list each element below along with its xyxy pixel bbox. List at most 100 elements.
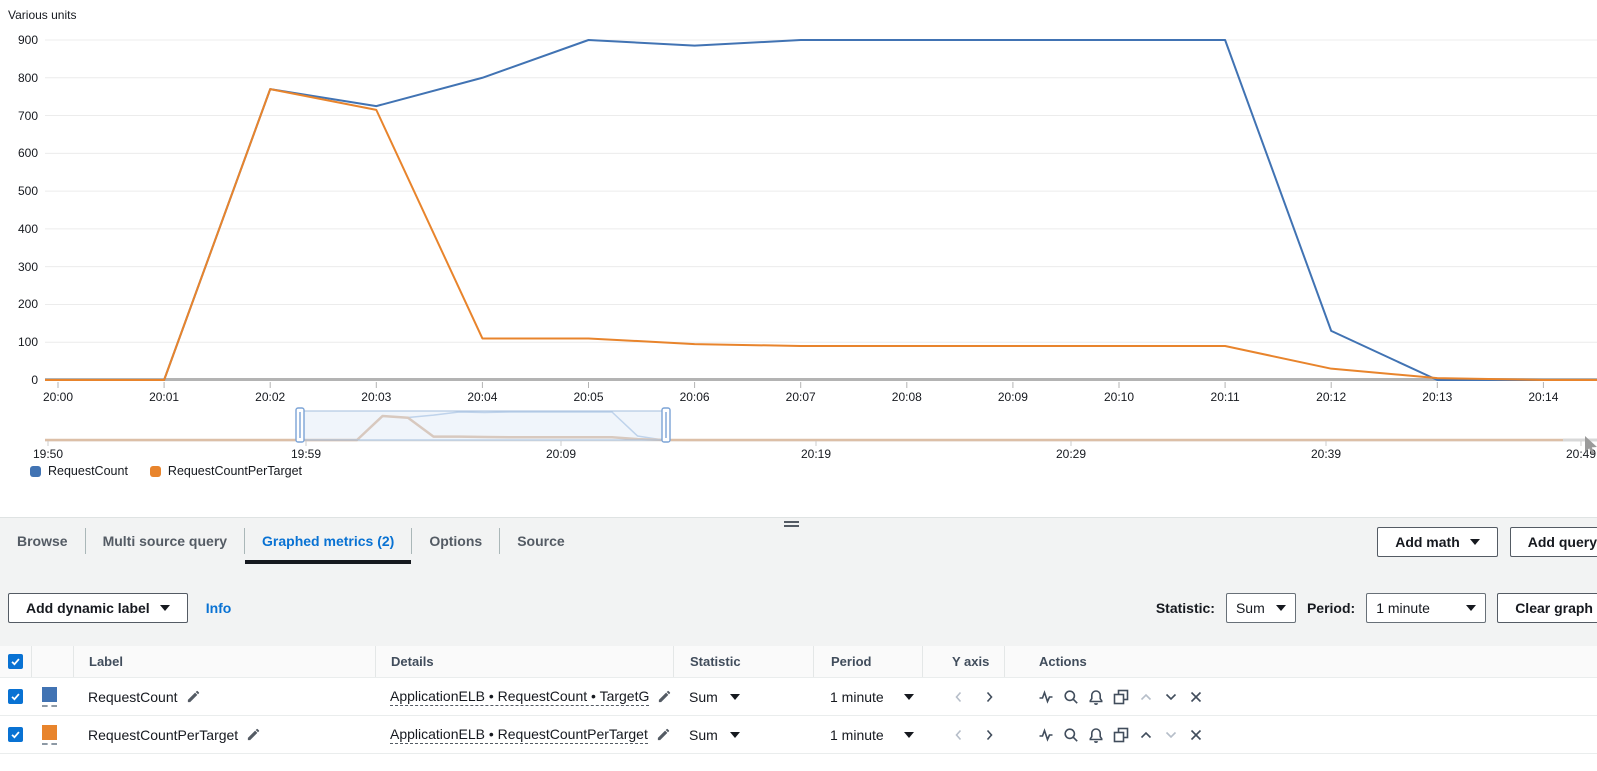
y-axis-tick-label: 600 — [0, 146, 38, 160]
graphed-metrics-table: Label Details Statistic Period Y axis Ac… — [0, 646, 1597, 771]
add-query-label: Add query — [1528, 534, 1597, 550]
x-axis-tick-label: 20:09 — [998, 390, 1028, 404]
metric-details-link[interactable]: ApplicationELB • RequestCount • TargetG — [390, 688, 649, 706]
statistic-value: Sum — [689, 727, 718, 743]
y-axis-left-button[interactable] — [951, 689, 967, 705]
clear-graph-button[interactable]: Clear graph — [1497, 593, 1597, 623]
metric-row: RequestCount ApplicationELB • RequestCou… — [0, 678, 1597, 716]
panel-tabs-row: Browse Multi source query Graphed metric… — [0, 518, 1597, 564]
search-icon[interactable] — [1063, 727, 1079, 743]
move-down-icon[interactable] — [1163, 689, 1179, 705]
brush-tick-label: 19:59 — [291, 447, 321, 461]
legend-label: RequestCountPerTarget — [168, 464, 302, 478]
period-value: 1 minute — [830, 689, 884, 705]
tab-browse[interactable]: Browse — [0, 518, 85, 564]
sparkline-icon[interactable] — [1038, 727, 1054, 743]
row-actions — [1004, 678, 1597, 715]
tab-options[interactable]: Options — [412, 518, 499, 564]
y-axis-left-button[interactable] — [951, 727, 967, 743]
edit-details-icon[interactable] — [657, 689, 672, 704]
legend-item[interactable]: RequestCountPerTarget — [150, 464, 302, 478]
statistic-value: Sum — [689, 689, 718, 705]
row-checkbox[interactable] — [8, 689, 23, 704]
sparkline-icon[interactable] — [1038, 689, 1054, 705]
duplicate-icon[interactable] — [1113, 689, 1129, 705]
y-axis-tick-label: 700 — [0, 109, 38, 123]
move-down-icon[interactable] — [1163, 727, 1179, 743]
chart-legend: RequestCount RequestCountPerTarget — [30, 464, 302, 478]
legend-swatch-icon — [150, 466, 161, 477]
duplicate-icon[interactable] — [1113, 727, 1129, 743]
tab-multi-source-query[interactable]: Multi source query — [86, 518, 244, 564]
statistic-dropdown[interactable]: Sum — [673, 678, 813, 715]
metrics-chart-section: Various units 01002003004005006007008009… — [0, 0, 1597, 517]
edit-label-icon[interactable] — [246, 727, 261, 742]
brush-tick-label: 19:50 — [33, 447, 63, 461]
color-swatch[interactable] — [42, 687, 57, 707]
remove-icon[interactable] — [1188, 727, 1204, 743]
alarm-icon[interactable] — [1088, 689, 1104, 705]
x-axis-tick-label: 20:03 — [361, 390, 391, 404]
x-axis-tick-label: 20:12 — [1316, 390, 1346, 404]
timeseries-chart-canvas[interactable] — [0, 0, 1597, 517]
alarm-icon[interactable] — [1088, 727, 1104, 743]
tab-source[interactable]: Source — [500, 518, 581, 564]
metrics-toolbar: Add dynamic label Info Statistic: Sum Pe… — [8, 590, 1597, 626]
legend-item[interactable]: RequestCount — [30, 464, 128, 478]
tab-graphed-metrics[interactable]: Graphed metrics (2) — [245, 518, 411, 564]
period-dropdown[interactable]: 1 minute — [813, 716, 922, 753]
period-value: 1 minute — [830, 727, 884, 743]
y-axis-controls — [922, 716, 1004, 753]
info-link[interactable]: Info — [206, 600, 232, 616]
check-icon — [10, 729, 21, 740]
header-period: Period — [813, 646, 922, 677]
table-header-row: Label Details Statistic Period Y axis Ac… — [0, 646, 1597, 678]
period-dropdown[interactable]: 1 minute — [813, 678, 922, 715]
chevron-down-icon — [1470, 539, 1480, 545]
brush-tick-label: 20:29 — [1056, 447, 1086, 461]
color-swatch[interactable] — [42, 725, 57, 745]
add-math-button[interactable]: Add math — [1377, 527, 1498, 557]
y-axis-right-button[interactable] — [981, 727, 997, 743]
chevron-down-icon — [730, 732, 740, 738]
add-math-label: Add math — [1395, 534, 1460, 550]
x-axis-tick-label: 20:11 — [1211, 390, 1240, 404]
mouse-cursor-icon — [1585, 436, 1597, 457]
y-axis-controls — [922, 678, 1004, 715]
move-up-icon[interactable] — [1138, 689, 1154, 705]
y-axis-tick-label: 400 — [0, 222, 38, 236]
y-axis-tick-label: 300 — [0, 260, 38, 274]
x-axis-tick-label: 20:07 — [786, 390, 816, 404]
chevron-down-icon — [904, 732, 914, 738]
edit-details-icon[interactable] — [656, 727, 671, 742]
x-axis-tick-label: 20:14 — [1528, 390, 1558, 404]
add-dynamic-label-button[interactable]: Add dynamic label — [8, 593, 188, 623]
toolbar-right-controls: Statistic: Sum Period: 1 minute Clear gr… — [1156, 593, 1597, 623]
header-y-axis: Y axis — [922, 646, 1004, 677]
add-query-button[interactable]: Add query — [1510, 527, 1597, 557]
metric-label: RequestCount — [88, 689, 178, 705]
metric-row: RequestCountPerTarget ApplicationELB • R… — [0, 716, 1597, 754]
panel-tabs: Browse Multi source query Graphed metric… — [0, 518, 582, 564]
move-up-icon[interactable] — [1138, 727, 1154, 743]
header-statistic: Statistic — [673, 646, 813, 677]
period-value: 1 minute — [1376, 600, 1430, 616]
edit-label-icon[interactable] — [186, 689, 201, 704]
row-checkbox[interactable] — [8, 727, 23, 742]
statistic-select[interactable]: Sum — [1226, 593, 1296, 623]
metric-label: RequestCountPerTarget — [88, 727, 238, 743]
y-axis-right-button[interactable] — [981, 689, 997, 705]
search-icon[interactable] — [1063, 689, 1079, 705]
y-axis-tick-label: 100 — [0, 335, 38, 349]
chevron-down-icon — [160, 605, 170, 611]
chevron-down-icon — [1276, 605, 1286, 611]
period-select[interactable]: 1 minute — [1366, 593, 1486, 623]
statistic-dropdown[interactable]: Sum — [673, 716, 813, 753]
statistic-value: Sum — [1236, 600, 1265, 616]
select-all-checkbox[interactable] — [8, 654, 23, 669]
remove-icon[interactable] — [1188, 689, 1204, 705]
chevron-down-icon — [904, 694, 914, 700]
x-axis-tick-label: 20:08 — [892, 390, 922, 404]
header-label: Label — [73, 646, 375, 677]
metric-details-link[interactable]: ApplicationELB • RequestCountPerTarget — [390, 726, 648, 744]
